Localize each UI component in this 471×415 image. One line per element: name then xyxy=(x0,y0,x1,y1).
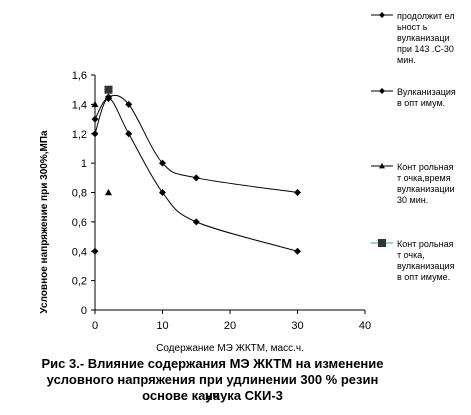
data-point-square xyxy=(104,85,113,94)
y-tick-label: 0,4 xyxy=(72,246,87,258)
caption-line-1: Рис 3.- Влияние содержания МЭ ЖКТМ на из… xyxy=(41,356,384,371)
legend-label-line: в опт имум. xyxy=(397,98,445,108)
x-tick-label: 20 xyxy=(224,320,236,332)
y-tick-label: 1,4 xyxy=(72,99,87,111)
y-tick-label: 0,6 xyxy=(72,217,87,229)
legend-label-line: вулканизация xyxy=(397,261,455,271)
data-point-diamond xyxy=(159,189,166,196)
series-2 xyxy=(91,93,301,196)
y-tick-label: 0,2 xyxy=(72,276,87,288)
legend-label-line: Конт рольная xyxy=(397,162,454,172)
y-tick-label: 1,6 xyxy=(72,70,87,82)
chart-series xyxy=(91,85,301,255)
x-axis-label: Содержание МЭ ЖКТМ, масс.ч. xyxy=(156,343,304,354)
series-4 xyxy=(104,85,113,94)
legend-label-line: 30 мин. xyxy=(397,195,428,205)
y-tick-label: 0,8 xyxy=(72,188,87,200)
chart-ticks: 0 0,2 0,4 0,6 0,8 1 1,2 1,4 1,6 0 10 20 30 40 xyxy=(72,70,371,332)
data-point-diamond xyxy=(105,93,112,101)
chart-axes xyxy=(94,75,365,311)
data-point-diamond xyxy=(294,247,301,255)
data-point-diamond xyxy=(125,100,133,108)
legend-label-line: Вулканизация xyxy=(397,87,456,97)
line-chart: 0 0,2 0,4 0,6 0,8 1 1,2 1,4 1,6 0 10 20 30 40 продолж… xyxy=(39,11,456,354)
x-tick-label: 40 xyxy=(359,320,371,332)
legend-label-line: т очка, xyxy=(397,250,425,260)
data-point-diamond xyxy=(125,130,133,138)
legend-label-line: ьност ь xyxy=(397,22,428,32)
x-tick-label: 30 xyxy=(291,320,303,332)
caption-line-2: условного напряжения при удлинении 300 %… xyxy=(46,372,379,403)
data-point-diamond xyxy=(91,115,99,123)
x-tick-label: 10 xyxy=(156,320,168,332)
legend-label-line: т очка,время xyxy=(397,173,451,183)
data-point-triangle xyxy=(379,163,385,169)
legend-label-line: вулканизаци xyxy=(397,33,450,43)
data-point-diamond xyxy=(159,159,166,167)
data-point-diamond xyxy=(294,189,301,196)
legend-label-line: продолжит ел xyxy=(397,11,455,21)
legend-label-line: Конт рольная xyxy=(397,239,454,249)
legend-label-line: мин. xyxy=(397,55,416,65)
x-tick-label: 0 xyxy=(92,320,98,332)
y-axis-label: Условное напряжение при 300%,МПа xyxy=(39,130,50,314)
y-tick-label: 1 xyxy=(81,158,87,170)
legend-label-line: вулканизации xyxy=(397,184,455,194)
data-point-diamond xyxy=(192,218,200,226)
data-point-diamond xyxy=(379,88,385,94)
y-tick-label: 1,2 xyxy=(72,129,87,141)
caption-line-3: основе каучука СКИ-3 xyxy=(142,388,283,403)
legend-label-line: в опт имуме. xyxy=(397,272,450,282)
data-point-diamond xyxy=(192,174,200,182)
data-point-diamond xyxy=(379,12,385,18)
legend-label-line: при 143 .С-30 xyxy=(397,44,454,54)
data-point-square xyxy=(378,239,386,247)
y-tick-label: 0 xyxy=(81,305,87,317)
data-point-triangle xyxy=(105,189,112,196)
